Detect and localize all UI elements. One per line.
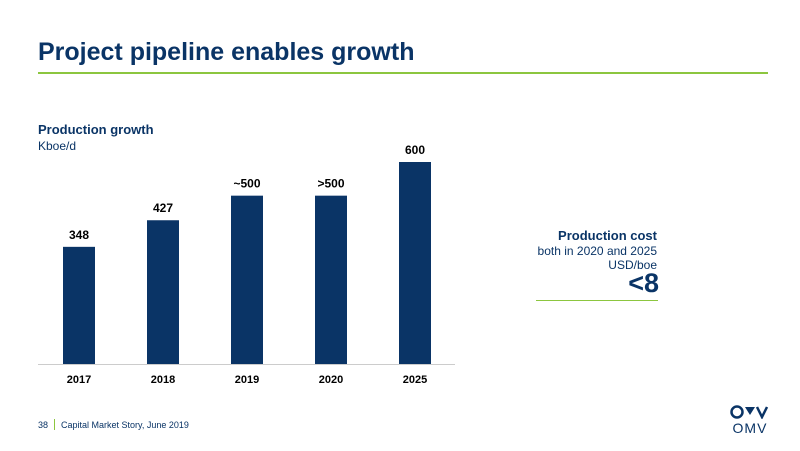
tick-label-2025: 2025: [403, 374, 427, 386]
data-label-2019: ~500: [233, 177, 260, 191]
data-label-2017: 348: [69, 228, 89, 242]
production-cost-divider: [536, 300, 658, 301]
bar-2018: [147, 220, 179, 364]
footer-text: Capital Market Story, June 2019: [61, 419, 189, 430]
production-cost-value: <8: [628, 268, 659, 298]
bar-2019: [231, 195, 263, 364]
production-cost-subtitle: both in 2020 and 2025: [537, 244, 657, 258]
tick-label-2020: 2020: [319, 374, 343, 386]
chart-unit: Kboe/d: [38, 139, 77, 153]
omv-logo-icon: [730, 405, 769, 420]
tick-label-2017: 2017: [67, 374, 91, 386]
bar-2025: [399, 162, 431, 364]
page-title: Project pipeline enables growth: [38, 38, 415, 66]
footer: 38 Capital Market Story, June 2019: [38, 419, 189, 430]
footer-separator: [54, 419, 56, 430]
omv-logo: OMV: [730, 405, 770, 437]
logo-wordmark: OMV: [732, 420, 768, 436]
data-label-2025: 600: [405, 143, 425, 157]
chart-title: Production growth: [38, 122, 154, 137]
production-cost-title: Production cost: [558, 228, 657, 243]
tick-label-2018: 2018: [151, 374, 175, 386]
production-cost-unit: USD/boe: [608, 258, 657, 272]
bar-2017: [63, 246, 95, 364]
bar-2020: [315, 195, 347, 364]
data-label-2018: 427: [153, 201, 173, 215]
tick-label-2019: 2019: [235, 374, 259, 386]
title-divider: [38, 72, 768, 74]
page-number: 38: [38, 419, 49, 430]
data-label-2020: >500: [317, 177, 344, 191]
